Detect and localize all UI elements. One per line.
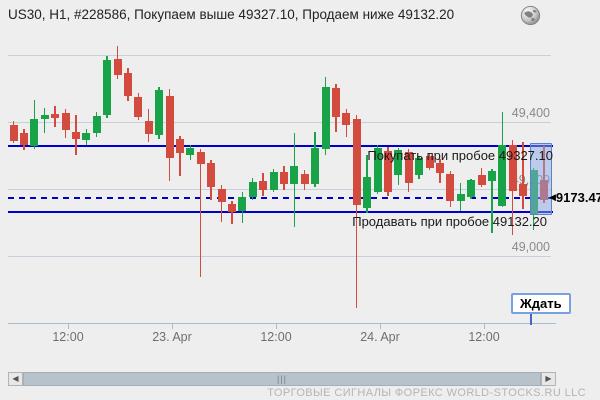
scrollbar-left-arrow-button[interactable]: ◀: [8, 372, 23, 386]
candle-body: [71, 132, 80, 140]
candle-body: [40, 114, 49, 120]
candle-body: [259, 180, 268, 191]
x-axis-label: 24. Apr: [360, 330, 400, 344]
candle-body: [175, 139, 184, 154]
candle-body: [155, 90, 164, 136]
candle-body: [300, 173, 309, 185]
candle-wick: [43, 107, 46, 133]
candle-body: [425, 155, 434, 168]
candle-wick: [199, 148, 202, 278]
horizontal-scrollbar[interactable]: ◀ ||| ▶: [8, 372, 556, 386]
x-axis-tick: [68, 323, 69, 329]
candle-body: [186, 148, 195, 155]
buy-level-line: [8, 145, 553, 148]
candle-body: [92, 115, 101, 134]
x-axis-line: [8, 323, 556, 324]
price-marker-value: 9173.47: [555, 189, 600, 205]
candle-body: [238, 197, 247, 212]
candle-body: [279, 172, 288, 184]
candle-body: [51, 113, 60, 118]
buy-level-label: Покупать при пробое 49327.10: [367, 148, 553, 164]
candle-body: [467, 180, 476, 198]
candle-wick: [179, 136, 181, 176]
current-price-dashed-line: [8, 196, 553, 199]
candle-body: [196, 152, 205, 165]
candle-body: [415, 157, 424, 175]
sell-level-line: [8, 210, 553, 213]
candle-body: [207, 162, 216, 187]
candle-body: [446, 174, 455, 201]
candle-body: [61, 113, 70, 131]
candle-body: [9, 125, 18, 141]
x-axis-tick: [484, 323, 485, 329]
y-gridline: [8, 189, 551, 190]
candle-body: [331, 87, 340, 117]
x-axis-tick: [380, 323, 381, 329]
candle-body: [103, 60, 112, 116]
candle-body: [352, 118, 361, 206]
candle-body: [113, 59, 122, 76]
chart-title: US30, H1, #228586, Покупаем выше 49327.1…: [8, 7, 455, 22]
candle-body: [123, 73, 132, 96]
candle-body: [321, 86, 330, 149]
candle-body: [248, 182, 257, 198]
candle-body: [363, 176, 372, 209]
candle-body: [30, 119, 39, 147]
watermark-text: ТОРГОВЫЕ СИГНАЛЫ ФОРЕКС WORLD-STOCKS.RU …: [267, 387, 586, 399]
scrollbar-thumb[interactable]: |||: [23, 372, 541, 386]
candle-body: [508, 145, 517, 191]
candle-body: [477, 174, 486, 185]
candle-body: [134, 96, 143, 117]
candle-body: [144, 120, 153, 135]
candle-wick: [491, 168, 493, 233]
candle-body: [311, 148, 320, 185]
y-axis-label: 49,400: [511, 106, 550, 120]
candle-body: [498, 145, 507, 206]
x-axis-label: 23. Apr: [152, 330, 192, 344]
y-gridline: [8, 256, 551, 257]
x-axis-label: 12:00: [260, 330, 292, 344]
candle-body: [165, 95, 174, 159]
candle-body: [487, 170, 496, 181]
candle-body: [456, 194, 465, 201]
candle-body: [269, 171, 278, 190]
y-axis-label: 49,000: [511, 240, 550, 254]
candle-body: [19, 133, 28, 146]
candle-body: [394, 150, 403, 175]
scrollbar-right-arrow-button[interactable]: ▶: [541, 372, 556, 386]
candle-body: [227, 203, 236, 213]
candle-body: [383, 151, 392, 193]
candle-wick: [231, 200, 233, 225]
x-axis-tick: [172, 323, 173, 329]
globe-icon[interactable]: [520, 5, 541, 26]
x-axis-label: 12:00: [468, 330, 500, 344]
signal-badge-tick: [530, 312, 532, 325]
current-price-marker: ◀ 9173.47: [549, 190, 600, 205]
candle-body: [290, 166, 299, 184]
x-axis-label: 12:00: [52, 330, 84, 344]
candle-body: [404, 152, 413, 183]
candle-body: [342, 112, 351, 125]
signal-selection-rectangle: [530, 143, 552, 215]
signal-status-badge[interactable]: Ждать: [511, 293, 571, 314]
candle-wick: [355, 115, 358, 308]
candle-wick: [522, 142, 524, 210]
sell-level-label: Продавать при пробое 49132.20: [352, 213, 547, 229]
y-gridline: [8, 55, 551, 56]
x-axis-tick: [276, 323, 277, 329]
candle-body: [519, 183, 528, 196]
candle-body: [435, 162, 444, 173]
candle-body: [217, 189, 226, 203]
price-marker-arrow-icon: ◀: [549, 191, 556, 202]
candle-wick: [220, 184, 223, 222]
y-gridline: [8, 122, 551, 123]
candle-body: [373, 148, 382, 192]
candle-body: [82, 132, 91, 141]
